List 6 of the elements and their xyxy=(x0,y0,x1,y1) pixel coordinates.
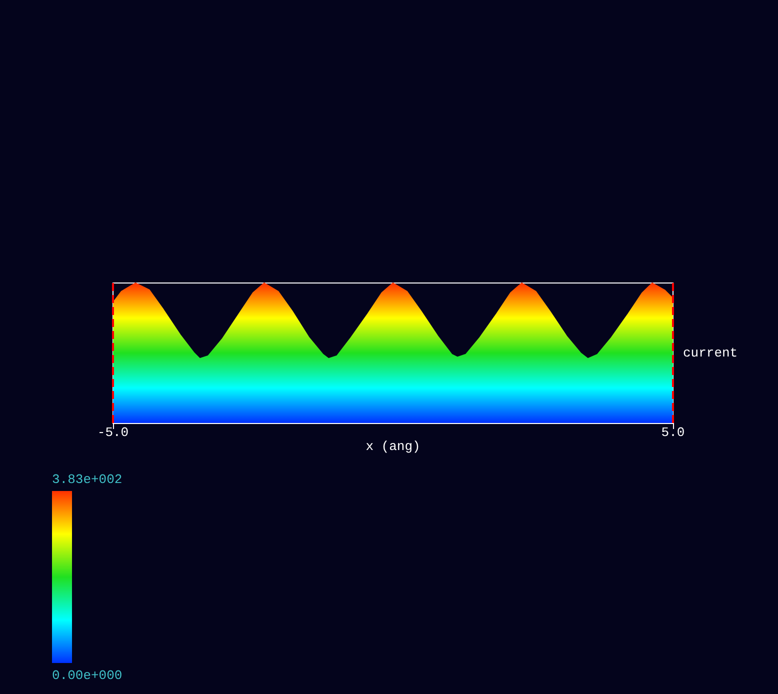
x-axis-title: x (ang) xyxy=(366,438,420,454)
text: 3.83e+002 xyxy=(52,472,122,487)
y-axis-title: current xyxy=(683,346,738,360)
x-tick-label: -5.0 xyxy=(97,425,129,440)
text: 0.00e+000 xyxy=(52,668,122,683)
x-tick-label: 5.0 xyxy=(661,425,685,440)
